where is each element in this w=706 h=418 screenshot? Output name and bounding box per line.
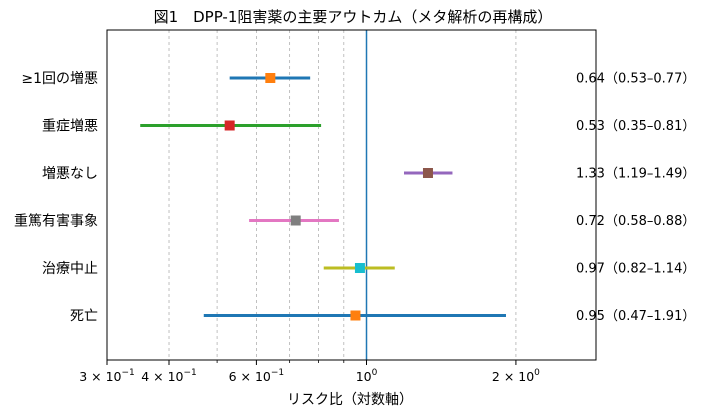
x-tick-label: 100 — [356, 368, 378, 384]
ci-label: 0.72（0.58–0.88） — [576, 214, 695, 229]
category-label: 治療中止 — [42, 260, 98, 277]
x-axis-label: リスク比（対数軸） — [287, 392, 413, 408]
forest-rows — [140, 73, 506, 321]
category-label: 増悪なし — [42, 166, 98, 182]
category-label: ≥1回の増悪 — [21, 71, 98, 87]
ci-label: 0.97（0.82–1.14） — [576, 262, 695, 277]
category-label: 重症増悪 — [42, 119, 98, 135]
ci-label: 0.95（0.47–1.91） — [576, 309, 695, 324]
ci-labels: 0.64（0.53–0.77） 0.53（0.35–0.81） 1.33（1.19–… — [576, 72, 695, 325]
plot-border — [106, 29, 597, 361]
point-marker — [265, 73, 276, 83]
point-marker — [224, 120, 235, 131]
point-marker — [422, 168, 433, 178]
point-marker — [354, 263, 365, 273]
ci-label: 0.64（0.53–0.77） — [576, 72, 695, 87]
x-tick-label: 2 × 100 — [492, 368, 540, 384]
category-label: 死亡 — [70, 309, 98, 325]
x-axis-ticks: 3 × 10−1 4 × 10−1 6 × 10−1 100 2 × 100 — [79, 360, 540, 384]
ci-label: 0.53（0.35–0.81） — [576, 119, 695, 134]
chart-title: 図1 DPP-1阻害薬の主要アウトカム（メタ解析の再構成） — [154, 8, 553, 26]
ci-label: 1.33（1.19–1.49） — [576, 167, 695, 182]
x-tick-label: 3 × 10−1 — [79, 368, 135, 384]
point-marker — [350, 310, 361, 321]
grid-lines — [106, 30, 517, 360]
plot-frame — [106, 29, 597, 361]
x-tick-label: 6 × 10−1 — [229, 368, 285, 384]
category-label: 重篤有害事象 — [14, 213, 98, 230]
point-marker — [290, 215, 301, 226]
x-tick-label: 4 × 10−1 — [141, 368, 197, 384]
